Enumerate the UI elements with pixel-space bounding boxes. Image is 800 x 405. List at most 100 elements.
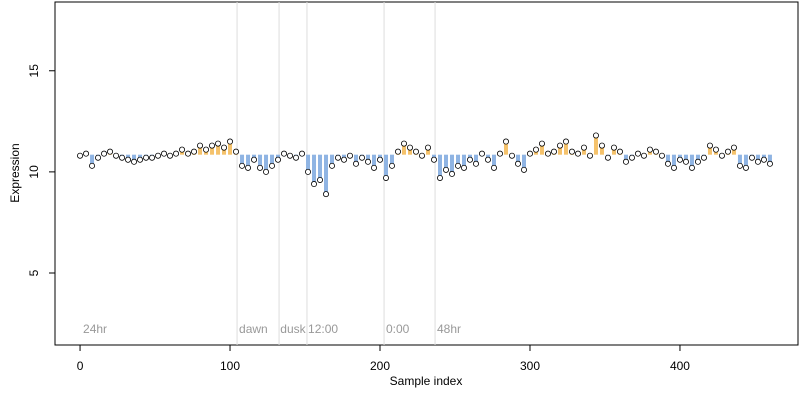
point	[95, 154, 102, 161]
point	[185, 150, 192, 157]
deviation-bar	[737, 154, 742, 166]
deviation-bar	[318, 154, 323, 180]
deviation-bar	[767, 154, 772, 164]
point	[748, 154, 755, 161]
deviation-bar	[581, 147, 586, 155]
deviation-bar	[689, 154, 694, 168]
point	[329, 162, 336, 169]
point	[299, 150, 306, 157]
deviation-bar	[270, 154, 275, 166]
point	[173, 150, 180, 157]
deviation-bar	[258, 154, 263, 168]
point	[496, 150, 503, 157]
point	[550, 148, 557, 155]
point	[568, 148, 575, 155]
point	[167, 152, 174, 159]
point	[670, 164, 677, 171]
point	[430, 156, 437, 163]
deviation-bar	[473, 154, 478, 164]
point	[383, 174, 390, 181]
plot-frame	[54, 1, 799, 346]
deviation-bar	[665, 154, 670, 164]
point	[622, 158, 629, 165]
point	[580, 144, 587, 151]
deviation-bar	[683, 154, 688, 162]
point	[227, 138, 234, 145]
point	[472, 160, 479, 167]
point	[323, 191, 330, 198]
deviation-bar	[366, 154, 371, 162]
annotation: dusk	[280, 322, 306, 336]
point	[586, 152, 593, 159]
point	[353, 160, 360, 167]
deviation-bar	[707, 145, 712, 155]
deviation-bar	[521, 154, 526, 170]
point	[742, 164, 749, 171]
point	[101, 150, 108, 157]
annotation: 48hr	[437, 322, 461, 336]
deviation-bar	[390, 154, 395, 166]
point	[490, 164, 497, 171]
deviation-bar	[132, 154, 137, 162]
point	[718, 152, 725, 159]
point	[239, 162, 246, 169]
point	[688, 164, 695, 171]
x-axis-label: Sample index	[390, 374, 463, 388]
annotation: 24hr	[83, 322, 107, 336]
point	[377, 156, 384, 163]
point	[616, 148, 623, 155]
point	[652, 148, 659, 155]
deviation-bar	[240, 154, 245, 166]
deviation-bar	[246, 154, 251, 168]
point	[131, 158, 138, 165]
point	[766, 160, 773, 167]
point	[502, 138, 509, 145]
y-tick-label: 10	[27, 165, 41, 179]
point	[215, 140, 222, 147]
point	[436, 174, 443, 181]
point	[125, 156, 132, 163]
point	[269, 162, 276, 169]
point	[604, 154, 611, 161]
point	[113, 152, 120, 159]
point	[287, 152, 294, 159]
point	[347, 152, 354, 159]
point	[526, 150, 533, 157]
x-tick-label: 0	[77, 359, 84, 373]
point	[712, 146, 719, 153]
deviation-bar	[402, 143, 407, 155]
point	[634, 150, 641, 157]
annotation: dawn	[239, 322, 268, 336]
deviation-bar	[593, 135, 598, 155]
deviation-bar	[449, 154, 454, 174]
point	[562, 138, 569, 145]
point	[83, 150, 90, 157]
point	[706, 142, 713, 149]
deviation-bar	[731, 147, 736, 155]
annotation: 0:00	[386, 322, 410, 336]
deviation-bar	[324, 154, 329, 195]
annotation: 12:00	[308, 322, 338, 336]
point	[460, 164, 467, 171]
point	[251, 156, 258, 163]
x-tick-label: 100	[220, 359, 240, 373]
point	[419, 152, 426, 159]
point	[544, 150, 551, 157]
point	[89, 162, 96, 169]
deviation-bar	[198, 145, 203, 155]
point	[454, 162, 461, 169]
point	[574, 150, 581, 157]
deviation-bar	[755, 154, 760, 162]
point	[365, 158, 372, 165]
x-tick-label: 300	[520, 359, 540, 373]
point	[448, 170, 455, 177]
point	[442, 166, 449, 173]
x-tick-label: 400	[670, 359, 690, 373]
point	[694, 158, 701, 165]
point	[203, 146, 210, 153]
deviation-bar	[228, 141, 233, 155]
deviation-bar	[443, 154, 448, 170]
point	[730, 144, 737, 151]
deviation-bar	[437, 154, 442, 178]
deviation-bar	[210, 145, 215, 155]
